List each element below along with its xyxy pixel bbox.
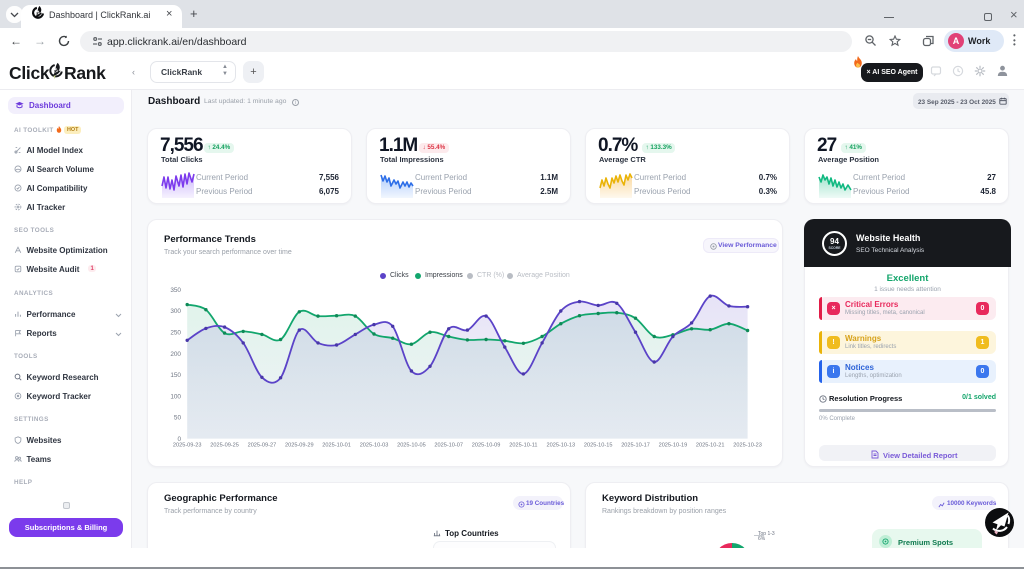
svg-text:2025-10-23: 2025-10-23 [733,443,762,449]
svg-text:200: 200 [170,351,181,358]
svg-text:2025-10-21: 2025-10-21 [696,443,725,449]
svg-text:300: 300 [170,308,181,315]
svg-text:2025-10-09: 2025-10-09 [472,443,501,449]
svg-text:0: 0 [177,436,181,443]
svg-text:2025-10-05: 2025-10-05 [397,443,426,449]
svg-text:2025-09-29: 2025-09-29 [285,443,314,449]
svg-text:250: 250 [170,330,181,337]
svg-text:2025-10-07: 2025-10-07 [434,443,463,449]
svg-text:2025-10-19: 2025-10-19 [659,443,688,449]
svg-text:2025-10-03: 2025-10-03 [360,443,389,449]
svg-text:2025-10-15: 2025-10-15 [584,443,613,449]
svg-text:2025-09-27: 2025-09-27 [248,443,277,449]
svg-text:100: 100 [170,393,181,400]
svg-text:2025-09-23: 2025-09-23 [173,443,202,449]
svg-text:2025-10-11: 2025-10-11 [509,443,537,449]
svg-text:50: 50 [174,415,182,422]
svg-text:2025-10-17: 2025-10-17 [621,443,650,449]
svg-text:150: 150 [170,372,181,379]
svg-text:350: 350 [170,287,181,294]
svg-text:2025-09-25: 2025-09-25 [210,443,239,449]
svg-text:2025-10-13: 2025-10-13 [546,443,575,449]
svg-text:2025-10-01: 2025-10-01 [322,443,351,449]
